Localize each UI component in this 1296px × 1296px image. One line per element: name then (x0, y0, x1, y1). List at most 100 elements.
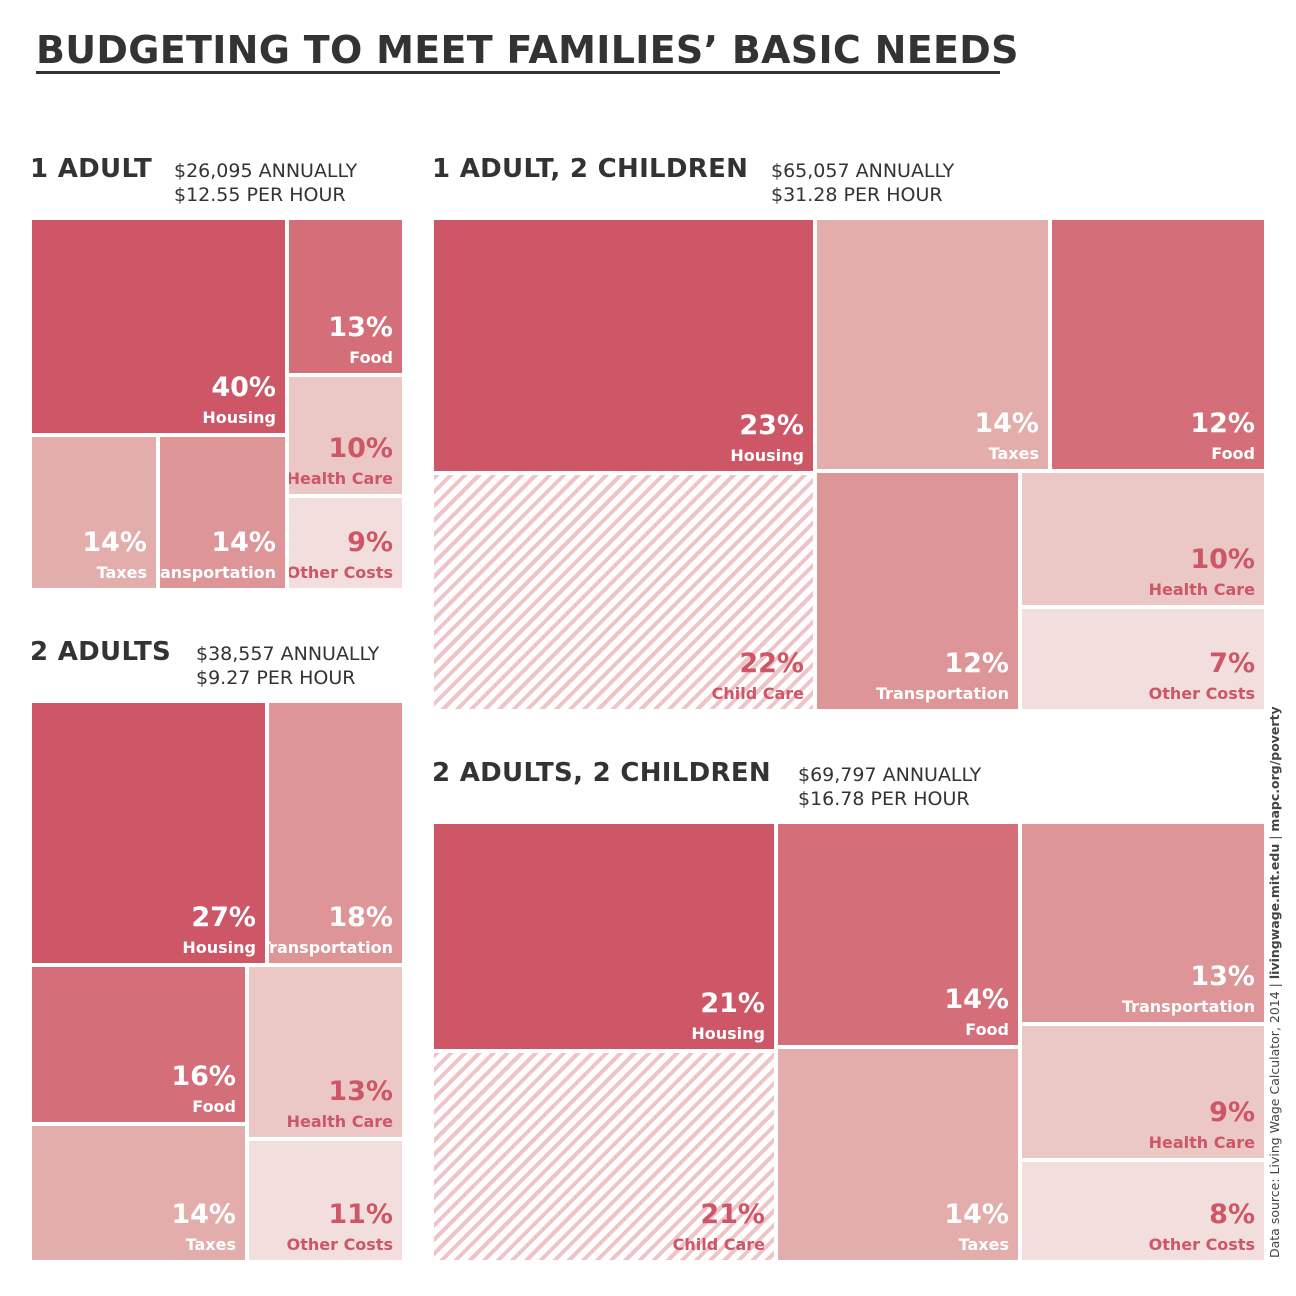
treemap-cell-housing: 21% Housing (432, 822, 776, 1051)
treemap-cell-health-care: 13% Health Care (247, 965, 404, 1139)
source-link-livingwage[interactable]: livingwage.mit.edu (1267, 843, 1282, 980)
treemap-cell-housing: 23% Housing (432, 218, 815, 473)
treemap-cell-taxes: 14% Taxes (30, 435, 158, 590)
treemap-cell-child-care: 21% Child Care (432, 1051, 776, 1262)
panel-hourly-2-adults-2-children: $16.78 PER HOUR (798, 788, 970, 810)
treemap-value-label: 8% (1209, 1199, 1255, 1230)
treemap-category-label: Health Care (1148, 580, 1255, 599)
page-title: BUDGETING TO MEET FAMILIES’ BASIC NEEDS (36, 28, 1019, 72)
treemap-value-label: 10% (328, 433, 393, 464)
panel-annual-1-adult: $26,095 ANNUALLY (174, 160, 358, 182)
panel-title-2-adults: 2 ADULTS (30, 637, 172, 667)
treemap-category-label: Taxes (185, 1235, 236, 1254)
treemap-cell-health-care: 9% Health Care (1020, 1024, 1266, 1160)
treemap-value-label: 18% (328, 902, 393, 933)
treemap-value-label: 14% (974, 408, 1039, 439)
treemap-cell-other-costs: 9% Other Costs (287, 496, 404, 590)
treemap-cell-food: 14% Food (776, 822, 1020, 1047)
treemap-value-label: 10% (1190, 544, 1255, 575)
treemap-cell-food: 12% Food (1050, 218, 1266, 471)
treemap-category-label: Taxes (958, 1235, 1009, 1254)
treemap-cell-transportation: 14% Transportation (158, 435, 287, 590)
treemap-cell-food: 16% Food (30, 965, 247, 1124)
treemap-value-label: 40% (211, 372, 276, 403)
treemap-cell-taxes: 14% Taxes (30, 1124, 247, 1262)
treemap-category-label: Transportation (875, 684, 1009, 703)
treemap-cell-taxes: 14% Taxes (815, 218, 1050, 471)
treemap-value-label: 11% (328, 1199, 393, 1230)
title-underline (36, 71, 1000, 74)
treemap-cell-other-costs: 11% Other Costs (247, 1139, 404, 1262)
panel-hourly-1-adult: $12.55 PER HOUR (174, 184, 346, 206)
treemap-value-label: 14% (171, 1199, 236, 1230)
treemap-value-label: 14% (82, 527, 147, 558)
treemap-cell-health-care: 10% Health Care (1020, 471, 1266, 607)
treemap-value-label: 16% (171, 1061, 236, 1092)
treemap-category-label: Health Care (287, 469, 393, 488)
treemap-value-label: 9% (1209, 1097, 1255, 1128)
treemap-value-label: 14% (944, 984, 1009, 1015)
treemap-2-adults-2-children: 21% Housing 14% Food 13% Transportation 21% Chi… (432, 822, 1266, 1262)
source-separator: | (1267, 979, 1282, 988)
treemap-value-label: 13% (328, 1076, 393, 1107)
source-separator: | (1267, 831, 1282, 844)
treemap-category-label: Other Costs (1148, 1235, 1255, 1254)
treemap-value-label: 9% (347, 527, 393, 558)
treemap-category-label: Child Care (672, 1235, 765, 1254)
treemap-category-label: Housing (691, 1024, 765, 1043)
treemap-category-label: Housing (202, 408, 276, 427)
treemap-category-label: Housing (730, 446, 804, 465)
treemap-category-label: Food (1211, 444, 1255, 463)
treemap-category-label: Child Care (711, 684, 804, 703)
treemap-category-label: Transportation (267, 938, 393, 957)
source-prefix: Data source: Living Wage Calculator, 201… (1267, 987, 1282, 1258)
treemap-value-label: 23% (739, 410, 804, 441)
treemap-category-label: Transportation (159, 563, 276, 582)
treemap-value-label: 22% (739, 648, 804, 679)
treemap-category-label: Other Costs (287, 563, 393, 582)
treemap-category-label: Other Costs (1148, 684, 1255, 703)
data-source-note: Data source: Living Wage Calculator, 201… (1267, 706, 1282, 1258)
panel-annual-2-adults-2-children: $69,797 ANNUALLY (798, 764, 982, 786)
panel-title-1-adult-2-children: 1 ADULT, 2 CHILDREN (432, 154, 749, 184)
treemap-value-label: 12% (1190, 408, 1255, 439)
treemap-value-label: 12% (944, 648, 1009, 679)
treemap-value-label: 14% (211, 527, 276, 558)
treemap-category-label: Food (965, 1020, 1009, 1039)
treemap-2-adults: 27% Housing 18% Transportation 16% Food 13% Hea… (30, 701, 404, 1262)
treemap-value-label: 14% (944, 1199, 1009, 1230)
treemap-value-label: 13% (328, 312, 393, 343)
treemap-category-label: Other Costs (286, 1235, 393, 1254)
panel-hourly-1-adult-2-children: $31.28 PER HOUR (771, 184, 943, 206)
treemap-cell-other-costs: 8% Other Costs (1020, 1160, 1266, 1262)
treemap-category-label: Transportation (1121, 997, 1255, 1016)
treemap-cell-food: 13% Food (287, 218, 404, 375)
treemap-category-label: Taxes (988, 444, 1039, 463)
treemap-category-label: Housing (182, 938, 256, 957)
treemap-value-label: 7% (1209, 648, 1255, 679)
treemap-category-label: Taxes (96, 563, 147, 582)
treemap-cell-transportation: 12% Transportation (815, 471, 1020, 711)
treemap-category-label: Food (192, 1097, 236, 1116)
treemap-cell-housing: 40% Housing (30, 218, 287, 435)
panel-title-2-adults-2-children: 2 ADULTS, 2 CHILDREN (432, 758, 771, 788)
treemap-category-label: Food (349, 348, 393, 367)
treemap-cell-taxes: 14% Taxes (776, 1047, 1020, 1262)
treemap-cell-housing: 27% Housing (30, 701, 267, 965)
treemap-1-adult: 40% Housing 13% Food 10% Health Care 14% Taxes 1… (30, 218, 404, 590)
treemap-value-label: 21% (700, 1199, 765, 1230)
treemap-cell-health-care: 10% Health Care (287, 375, 404, 496)
treemap-category-label: Health Care (286, 1112, 393, 1131)
panel-annual-1-adult-2-children: $65,057 ANNUALLY (771, 160, 955, 182)
treemap-cell-transportation: 13% Transportation (1020, 822, 1266, 1024)
panel-title-1-adult: 1 ADULT (30, 154, 153, 184)
treemap-category-label: Health Care (1148, 1133, 1255, 1152)
source-link-mapc[interactable]: mapc.org/poverty (1267, 706, 1282, 832)
panel-hourly-2-adults: $9.27 PER HOUR (196, 667, 356, 689)
treemap-value-label: 13% (1190, 961, 1255, 992)
treemap-cell-transportation: 18% Transportation (267, 701, 404, 965)
treemap-value-label: 21% (700, 988, 765, 1019)
panel-annual-2-adults: $38,557 ANNUALLY (196, 643, 380, 665)
treemap-cell-child-care: 22% Child Care (432, 473, 815, 711)
treemap-cell-other-costs: 7% Other Costs (1020, 607, 1266, 711)
